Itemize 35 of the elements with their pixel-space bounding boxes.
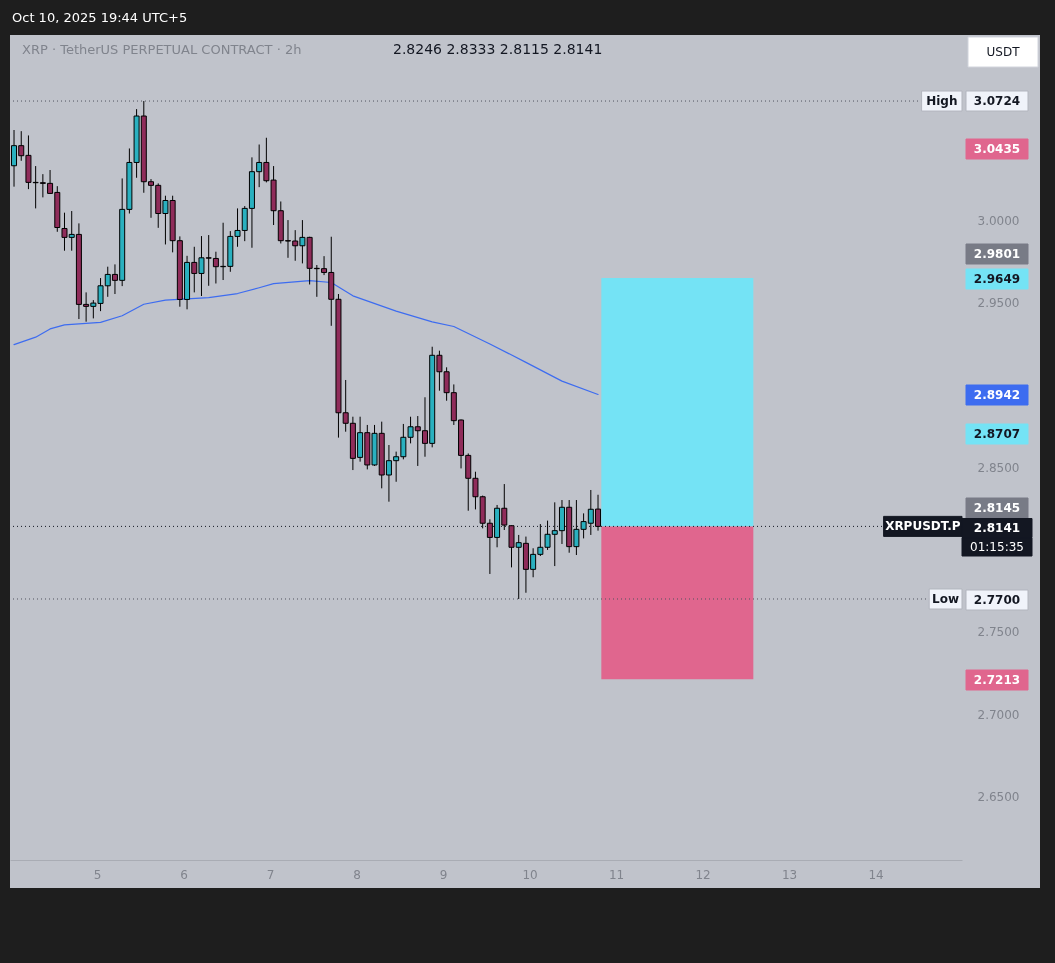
y-tick-label: 3.0000 [977, 213, 1020, 228]
text: 3.0435 [973, 142, 1021, 156]
x-tick-label: 5 [93, 867, 102, 882]
y-tick-label: 2.6500 [977, 790, 1020, 805]
text: 01:15:35 [970, 540, 1024, 554]
text: 2.8707 [973, 427, 1021, 441]
x-tick-label: 13 [781, 867, 798, 882]
text: 2.7700 [973, 593, 1021, 607]
y-tick-label: 2.7000 [977, 707, 1020, 722]
text: 2.9649 [973, 272, 1021, 286]
line-series [13, 280, 599, 396]
chart-subtitle: 2.8246 2.8333 2.8115 2.8141 [393, 41, 603, 57]
y-tick-label: 2.8500 [977, 460, 1020, 475]
x-tick-label: 6 [180, 867, 188, 882]
text: 2.8942 [973, 388, 1021, 402]
ref-line-label: Low [932, 592, 960, 606]
text: 2.7213 [973, 673, 1021, 687]
text: XRP · TetherUS PERPETUAL CONTRACT · 2h [22, 42, 302, 57]
ref-line-label: High [926, 94, 958, 109]
text: 2.8145 [973, 501, 1021, 515]
x-tick-label: 11 [608, 867, 625, 882]
x-tick-label: 12 [695, 867, 711, 882]
text: USDT [986, 45, 1021, 59]
text: 2.8141 [973, 521, 1021, 535]
text: Oct 10, 2025 19:44 UTC+5 [12, 10, 188, 25]
x-tick-label: 10 [522, 867, 538, 882]
x-tick-label: 9 [439, 867, 448, 882]
x-tick-label: 7 [266, 867, 275, 882]
y-tick-label: 2.9500 [977, 296, 1020, 311]
x-tick-label: 14 [868, 867, 884, 882]
text: 3.0724 [973, 94, 1021, 108]
x-tick-label: 8 [353, 867, 361, 882]
text: 2.9801 [973, 247, 1021, 261]
y-tick-label: 2.7500 [977, 625, 1020, 640]
ref-line-label: XRPUSDT.P [885, 519, 961, 534]
